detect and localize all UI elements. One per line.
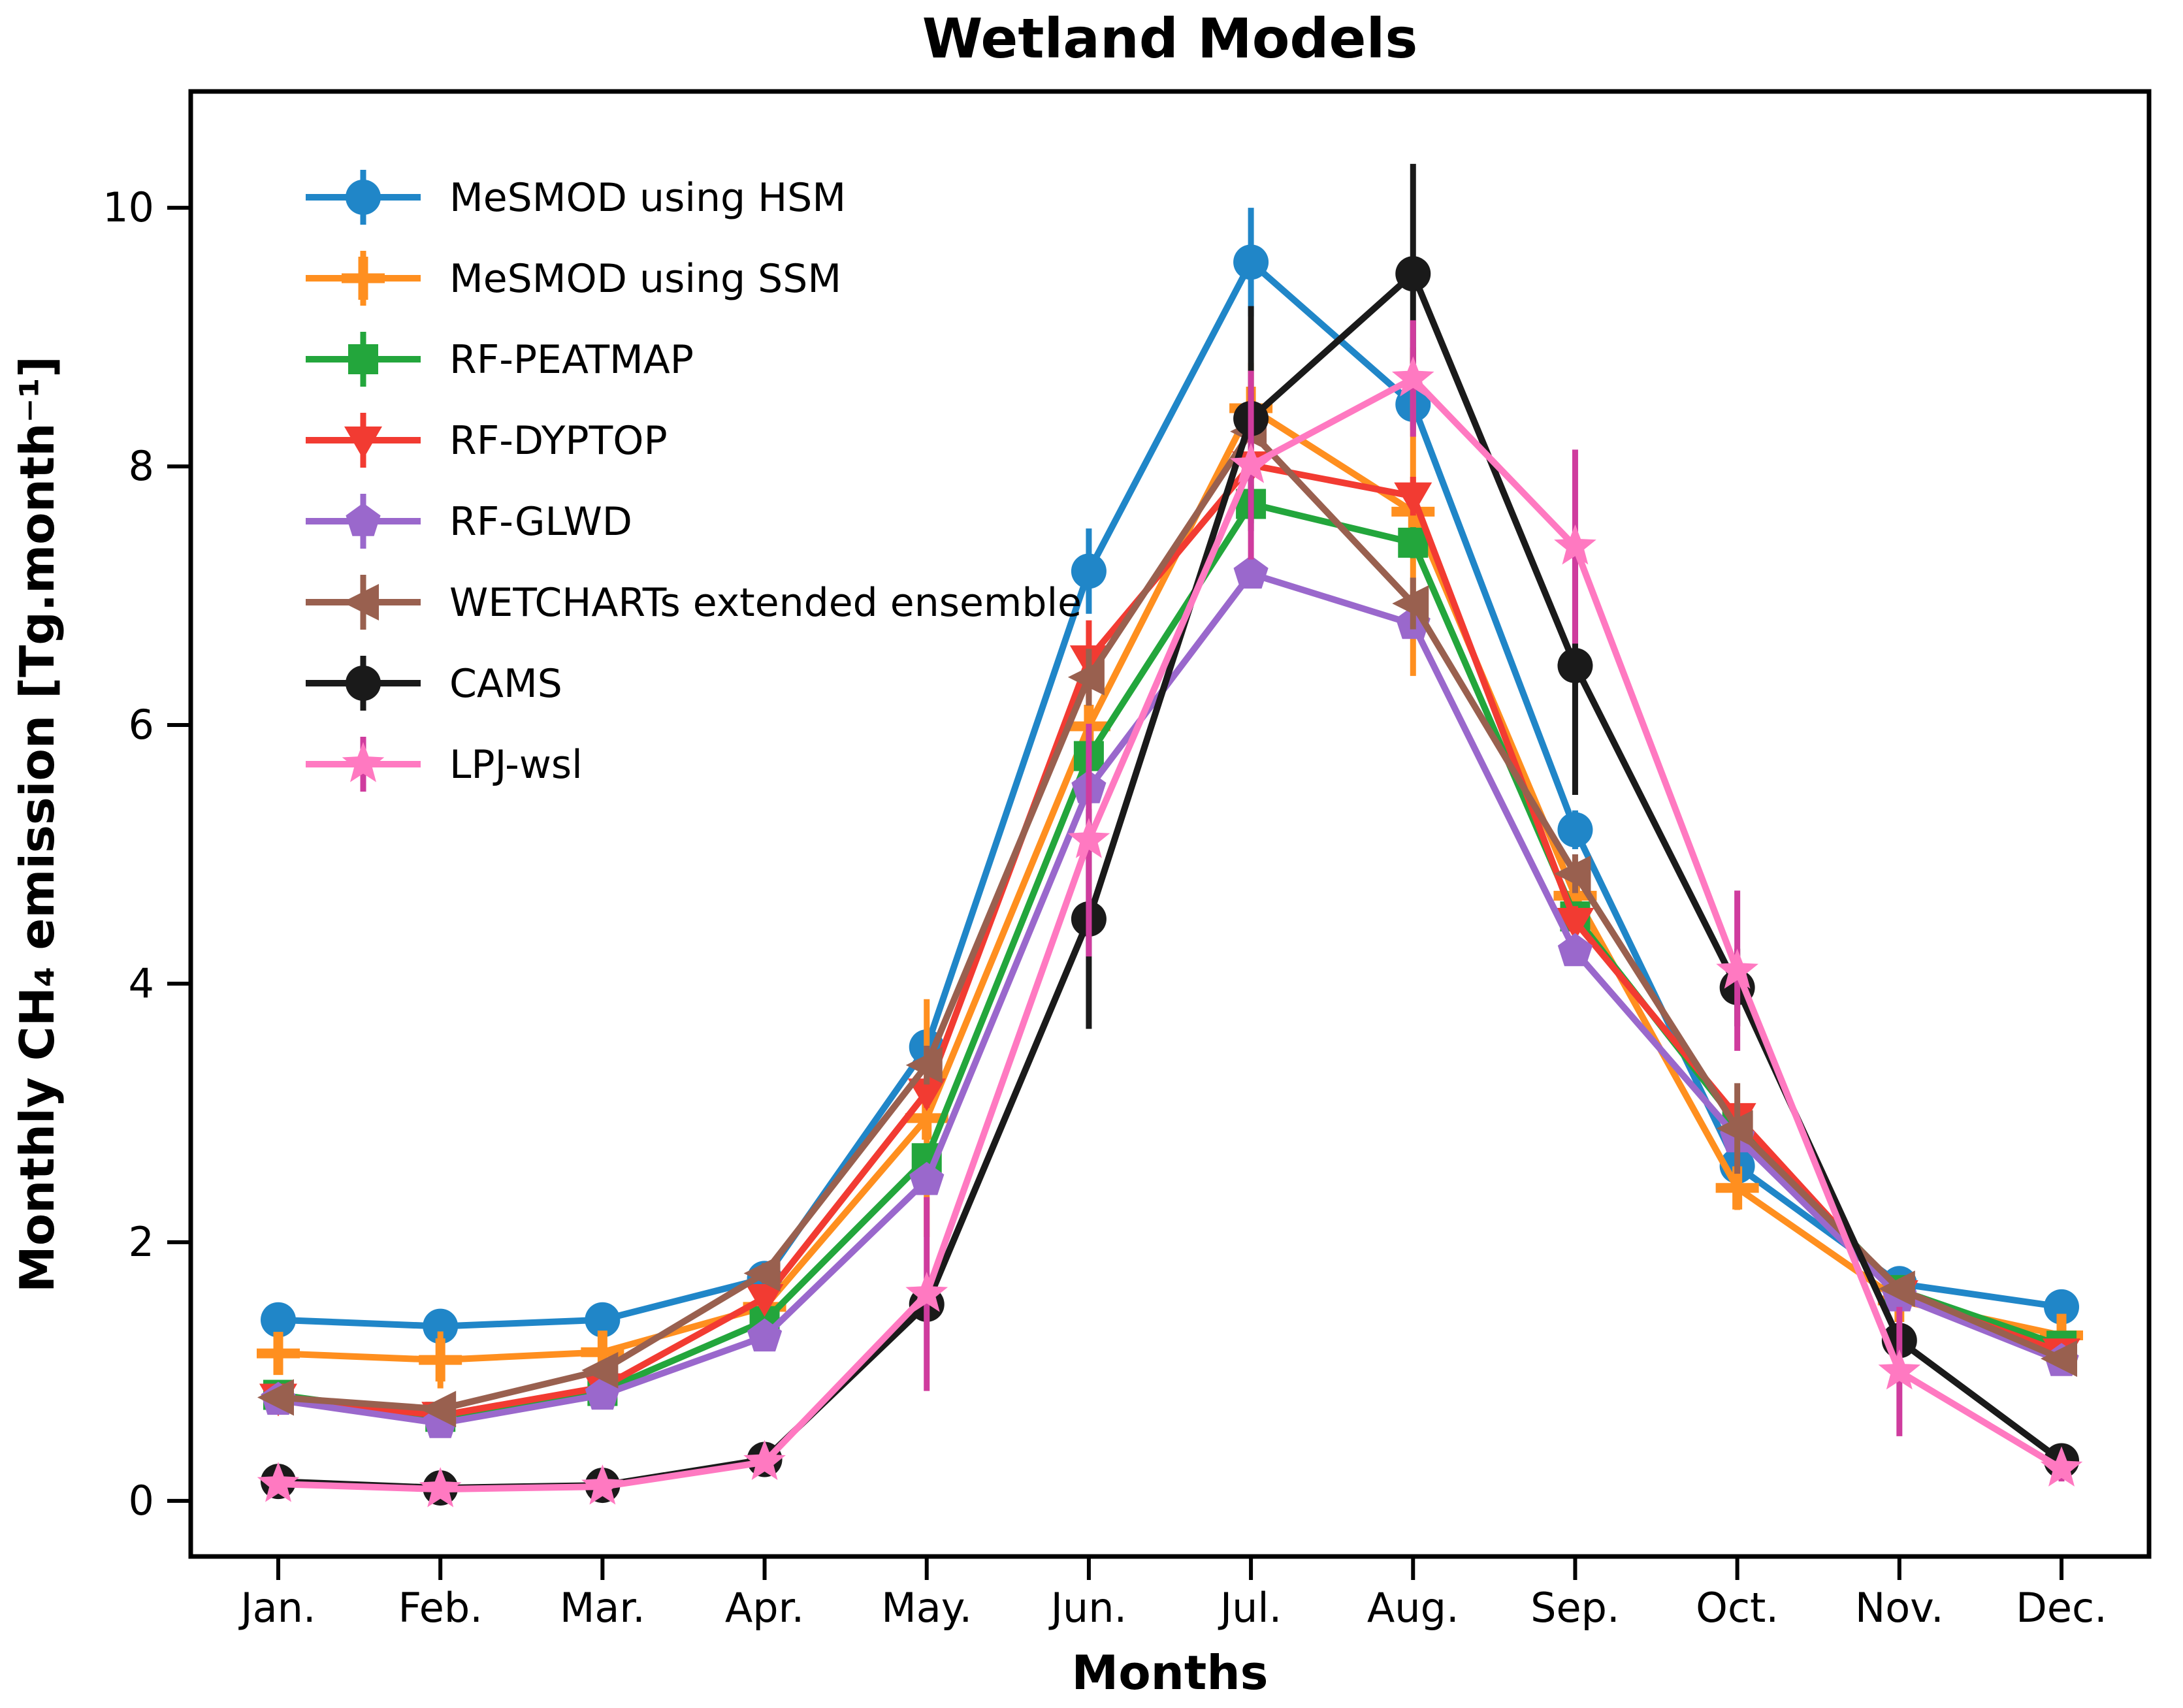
x-tick-label: Oct. <box>1696 1584 1779 1632</box>
legend-item-RF-GLWD: RF-GLWD <box>306 494 632 549</box>
y-tick-label: 4 <box>129 959 154 1007</box>
series-line <box>278 462 2063 1419</box>
x-tick-label: Dec. <box>2016 1584 2107 1632</box>
series-line <box>278 570 2063 1427</box>
legend-item-RF-PEATMAP: RF-PEATMAP <box>306 332 694 387</box>
y-tick-label: 0 <box>129 1477 154 1524</box>
x-tick-label: Mar. <box>560 1584 645 1632</box>
legend-label: WETCHARTs extended ensemble <box>449 580 1082 626</box>
x-tick-label: May. <box>881 1584 972 1632</box>
axes: 0 2 4 6 8 10 Jan. Feb. Mar. Apr. May. Jun. Jul. Aug. S… <box>103 89 2152 1632</box>
legend: MeSMOD using HSM MeSMOD using SSM RF-PEATM… <box>306 170 1082 792</box>
legend-label: RF-PEATMAP <box>449 337 694 383</box>
series-RF-PEATMAP <box>263 484 2077 1432</box>
x-tick-label: Feb. <box>398 1584 482 1632</box>
y-axis-label: Monthly CH₄ emission [Tg.month⁻¹] <box>10 356 65 1293</box>
legend-item-WETCHARTs-extended-ensemble: WETCHARTs extended ensemble <box>306 575 1082 630</box>
series-line <box>278 428 2063 1413</box>
chart-title: Wetland Models <box>922 7 1418 71</box>
y-tick-label: 2 <box>129 1218 154 1266</box>
legend-label: RF-GLWD <box>449 499 632 545</box>
series-line <box>278 259 2062 1330</box>
plot-area <box>257 163 2083 1507</box>
legend-item-MeSMOD-using-SSM: MeSMOD using SSM <box>306 251 841 306</box>
x-tick-label: Jul. <box>1218 1584 1282 1632</box>
legend-label: LPJ-wsl <box>449 742 583 788</box>
x-tick-label: Jun. <box>1048 1584 1127 1632</box>
legend-item-RF-DYPTOP: RF-DYPTOP <box>306 413 668 468</box>
plot-frame <box>188 89 2152 1559</box>
legend-label: MeSMOD using HSM <box>449 175 846 221</box>
series-LPJ-wsl <box>257 320 2083 1507</box>
x-tick-label: Aug. <box>1367 1584 1459 1632</box>
y-tick-label: 8 <box>129 442 154 490</box>
series-line <box>278 405 2063 1364</box>
series-MeSMOD-using-HSM <box>261 208 2079 1344</box>
x-tick-label: Jan. <box>238 1584 315 1632</box>
x-tick-label: Sep. <box>1530 1584 1620 1632</box>
y-tick-label: 10 <box>103 184 154 231</box>
x-axis-label: Months <box>1072 1645 1269 1700</box>
x-tick-label: Nov. <box>1855 1584 1944 1632</box>
legend-item-LPJ-wsl: LPJ-wsl <box>306 737 583 792</box>
legend-label: CAMS <box>449 661 562 707</box>
y-tick-label: 6 <box>129 701 154 749</box>
legend-item-CAMS: CAMS <box>306 656 562 711</box>
legend-label: MeSMOD using SSM <box>449 256 841 302</box>
x-tick-label: Apr. <box>725 1584 804 1632</box>
legend-item-MeSMOD-using-HSM: MeSMOD using HSM <box>306 170 846 225</box>
series-line <box>278 375 2063 1493</box>
series-line <box>278 500 2063 1421</box>
series-WETCHARTs-extended-ensemble <box>257 393 2077 1428</box>
legend-label: RF-DYPTOP <box>449 418 668 464</box>
